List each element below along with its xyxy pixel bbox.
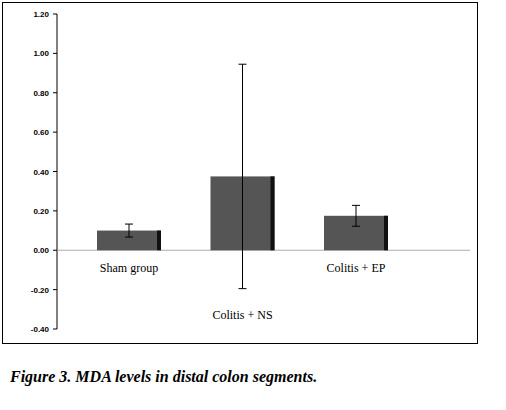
error-bar	[239, 64, 247, 288]
y-tick-label: 1.00	[33, 49, 49, 58]
y-tick	[53, 92, 57, 93]
y-tick	[53, 210, 57, 211]
chart-frame	[3, 3, 478, 344]
chart-container: -0.40 -0.20 0.00 0.20 0.40 0.60 0.80 1.00 1.20 Sh…	[0, 0, 506, 410]
y-tick	[53, 132, 57, 133]
bars-group	[97, 64, 388, 288]
error-cap	[352, 205, 360, 206]
y-tick-label: 0.00	[33, 246, 49, 255]
error-stem	[356, 205, 357, 226]
y-tick	[53, 329, 57, 330]
error-cap	[352, 226, 360, 227]
error-stem	[129, 224, 130, 237]
y-tick-label: -0.40	[31, 325, 50, 334]
error-cap	[125, 237, 133, 238]
y-tick	[53, 250, 57, 251]
y-tick-label: 0.20	[33, 207, 49, 216]
y-tick-label: 0.60	[33, 128, 49, 137]
bar-shade	[271, 176, 275, 250]
category-label: Sham group	[100, 261, 158, 275]
error-cap	[239, 288, 247, 289]
y-tick	[53, 14, 57, 15]
bar-shade	[384, 216, 388, 250]
y-tick-label: -0.20	[31, 286, 50, 295]
category-label: Colitis + EP	[327, 261, 386, 275]
y-tick	[53, 289, 57, 290]
caption: Figure 3. MDA levels in distal colon seg…	[9, 368, 317, 386]
error-cap	[125, 224, 133, 225]
labels-group: Sham group Colitis + NS Colitis + EP	[100, 261, 386, 322]
error-cap	[239, 64, 247, 65]
bar-shade	[157, 231, 161, 251]
y-tick-label: 0.40	[33, 168, 49, 177]
y-tick-label: 1.20	[33, 10, 49, 19]
category-label: Colitis + NS	[212, 308, 272, 322]
y-tick	[53, 171, 57, 172]
error-bar	[125, 224, 133, 237]
y-tick	[53, 53, 57, 54]
error-bar	[352, 205, 360, 226]
chart-svg: -0.40 -0.20 0.00 0.20 0.40 0.60 0.80 1.00 1.20 Sh…	[0, 0, 506, 410]
y-tick-label: 0.80	[33, 89, 49, 98]
error-stem	[242, 64, 243, 288]
